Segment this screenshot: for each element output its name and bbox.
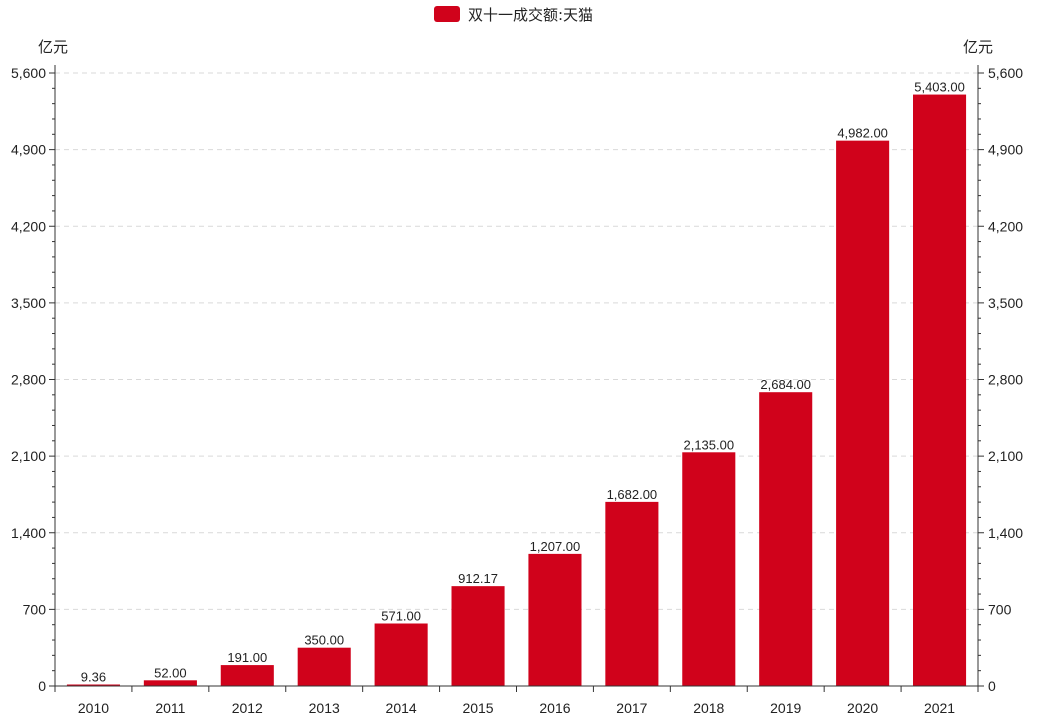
bar [374,623,428,686]
legend: 双十一成交额:天猫 [434,6,593,24]
bar-value-label: 191.00 [227,650,267,665]
bar [605,501,659,686]
right-y-tick-label: 4,200 [988,218,1023,234]
x-tick-label: 2019 [770,700,801,716]
right-y-axis-ticks: 0 700 1,400 2,100 2,800 3,500 4,200 4,900 5,600 [978,65,1023,694]
right-axis-unit: 亿元 [963,38,993,56]
value-labels: 9.36 52.00 191.00 350.00 571.00 912.17 1,207.0… [81,80,965,685]
left-y-tick-label: 2,800 [11,372,46,388]
bar-value-label: 350.00 [304,633,344,648]
bar [913,94,967,687]
bar [451,586,505,686]
x-tick-label: 2020 [847,700,878,716]
legend-label: 双十一成交额:天猫 [468,6,593,24]
x-tick-label: 2018 [693,700,724,716]
left-y-tick-label: 1,400 [11,525,46,541]
bar [682,452,736,686]
left-y-tick-label: 4,900 [11,142,46,158]
x-tick-label: 2010 [78,700,109,716]
bar-value-label: 4,982.00 [837,126,888,141]
bar [66,684,120,686]
gridlines [55,72,978,610]
right-y-tick-label: 3,500 [988,295,1023,311]
x-tick-label: 2016 [539,700,570,716]
bar-value-label: 912.17 [458,571,498,586]
x-tick-label: 2014 [386,700,417,716]
right-y-tick-label: 2,100 [988,448,1023,464]
right-y-tick-label: 0 [988,678,996,694]
left-y-tick-label: 4,200 [11,218,46,234]
bar [759,392,813,686]
bar [528,553,582,686]
x-tick-label: 2012 [232,700,263,716]
bar-value-label: 571.00 [381,608,421,623]
right-y-tick-label: 2,800 [988,372,1023,388]
bar [836,140,890,686]
bar-value-label: 5,403.00 [914,80,965,95]
left-y-tick-label: 2,100 [11,448,46,464]
legend-swatch [434,6,460,22]
x-axis-ticks: 2010 2011 2012 2013 2014 2015 2016 2017 2018 2019… [54,686,979,716]
bar [143,680,197,686]
left-y-axis-ticks: 0 700 1,400 2,100 2,800 3,500 4,200 4,900 5,600 [11,65,55,694]
right-y-tick-label: 1,400 [988,525,1023,541]
bar-value-label: 1,207.00 [530,539,581,554]
bar-value-label: 2,684.00 [760,377,811,392]
right-y-tick-label: 700 [988,601,1012,617]
left-y-tick-label: 700 [23,601,47,617]
bars [66,94,967,687]
bar [220,665,274,686]
x-tick-label: 2021 [924,700,955,716]
bar-value-label: 52.00 [154,665,187,680]
x-tick-label: 2015 [462,700,493,716]
bar-value-label: 2,135.00 [683,437,734,452]
left-y-tick-label: 0 [38,678,46,694]
x-tick-label: 2011 [155,700,185,716]
bar-value-label: 1,682.00 [607,487,658,502]
right-y-tick-label: 4,900 [988,142,1023,158]
left-axis-unit: 亿元 [38,38,68,56]
left-y-tick-label: 3,500 [11,295,46,311]
x-tick-label: 2013 [309,700,340,716]
left-y-tick-label: 5,600 [11,65,46,81]
bar-value-label: 9.36 [81,670,106,685]
x-tick-label: 2017 [616,700,647,716]
right-y-tick-label: 5,600 [988,65,1023,81]
bar [297,647,351,686]
